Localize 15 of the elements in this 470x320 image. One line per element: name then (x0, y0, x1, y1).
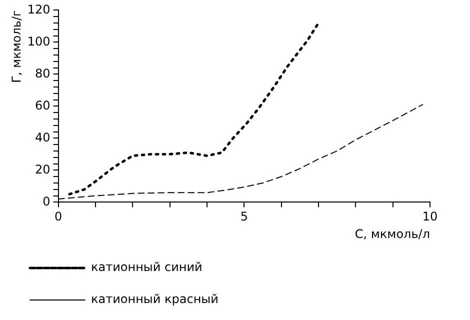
x-tick-label: 10 (422, 210, 438, 224)
legend-label: катионный красный (91, 292, 218, 306)
y-tick-label: 80 (35, 66, 50, 80)
x-tick-label: 5 (240, 210, 248, 224)
y-tick-label: 0 (42, 194, 50, 208)
y-tick-label: 40 (35, 130, 50, 144)
line-series (68, 22, 320, 196)
y-tick-label: 100 (27, 34, 50, 48)
y-axis-title: Г, мкмоль/г (9, 10, 24, 83)
x-axis-title: C, мкмоль/л (354, 226, 430, 241)
x-tick-label: 0 (54, 210, 62, 224)
y-tick-label: 20 (35, 162, 50, 176)
legend-label: катионный синий (91, 260, 202, 274)
y-tick-label: 120 (27, 2, 50, 16)
y-tick-label: 60 (35, 98, 50, 112)
